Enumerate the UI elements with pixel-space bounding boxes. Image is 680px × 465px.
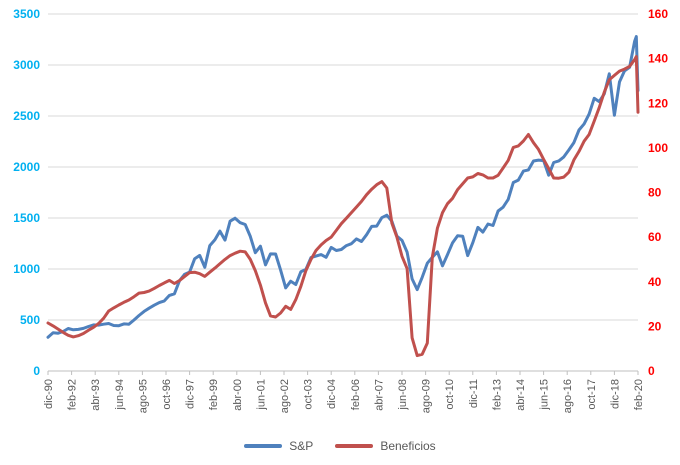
y-axis-right-tick-label: 100 — [648, 141, 668, 155]
y-axis-left-tick-label: 3500 — [13, 7, 40, 21]
y-axis-right-tick-label: 20 — [648, 319, 662, 333]
legend-line-sp — [244, 444, 283, 448]
legend-item-beneficios: Beneficios — [335, 439, 436, 453]
chart-legend: S&P Beneficios — [0, 439, 680, 453]
x-axis-tick-label: feb-92 — [67, 379, 79, 410]
x-axis-tick-label: feb-20 — [633, 379, 645, 410]
beneficios-series-line — [46, 55, 640, 358]
y-axis-left-tick-label: 1500 — [13, 211, 40, 225]
x-axis-tick-label: oct-03 — [303, 379, 315, 410]
y-axis-left-tick-label: 0 — [33, 364, 40, 378]
legend-label-sp: S&P — [289, 439, 314, 453]
y-axis-right-tick-label: 140 — [648, 52, 668, 66]
y-axis-right-tick-label: 40 — [648, 275, 662, 289]
x-axis-tick-label: dic-04 — [326, 379, 338, 409]
x-axis-tick-label: oct-17 — [586, 379, 598, 410]
y-axis-left-tick-label: 1000 — [13, 262, 40, 276]
x-axis-tick-label: dic-18 — [609, 379, 621, 409]
x-axis-tick-label: abr-14 — [515, 379, 527, 411]
x-axis-tick-label: abr-07 — [373, 379, 385, 411]
x-axis-tick-label: ago-02 — [279, 379, 291, 413]
x-axis-tick-label: feb-99 — [208, 379, 220, 410]
x-axis-tick-label: oct-10 — [444, 379, 456, 410]
legend-line-beneficios — [335, 444, 374, 448]
x-axis-tick-label: jun-08 — [397, 379, 409, 411]
x-axis-tick-label: jun-01 — [255, 379, 267, 411]
x-axis-tick-label: oct-96 — [161, 379, 173, 410]
y-axis-right-tick-label: 0 — [648, 364, 655, 378]
x-axis-tick-label: dic-11 — [468, 379, 480, 408]
legend-label-beneficios: Beneficios — [380, 439, 436, 453]
y-axis-right-tick-label: 120 — [648, 96, 668, 110]
y-axis-right-tick-label: 60 — [648, 230, 662, 244]
x-axis-tick-label: feb-06 — [350, 379, 362, 410]
x-axis-tick-label: abr-00 — [232, 379, 244, 411]
y-axis-right-tick-label: 80 — [648, 186, 662, 200]
x-axis-tick-label: dic-90 — [43, 379, 55, 409]
x-axis-tick-label: feb-13 — [491, 379, 503, 410]
sp-series-line — [46, 35, 640, 339]
x-axis-tick-label: dic-97 — [185, 379, 197, 409]
x-axis-tick-label: jun-94 — [114, 379, 126, 411]
x-axis-tick-label: ago-16 — [562, 379, 574, 413]
y-axis-left-tick-label: 3000 — [13, 58, 40, 72]
legend-item-sp: S&P — [244, 439, 313, 453]
x-axis-tick-label: ago-09 — [421, 379, 433, 413]
y-axis-left-tick-label: 2500 — [13, 109, 40, 123]
y-axis-left-tick-label: 500 — [20, 313, 40, 327]
y-axis-right-tick-label: 160 — [648, 7, 668, 21]
x-axis-tick-label: abr-93 — [90, 379, 102, 411]
x-axis-tick-label: jun-15 — [539, 379, 551, 411]
y-axis-left-tick-label: 2000 — [13, 160, 40, 174]
x-axis-tick-label: ago-95 — [137, 379, 149, 413]
